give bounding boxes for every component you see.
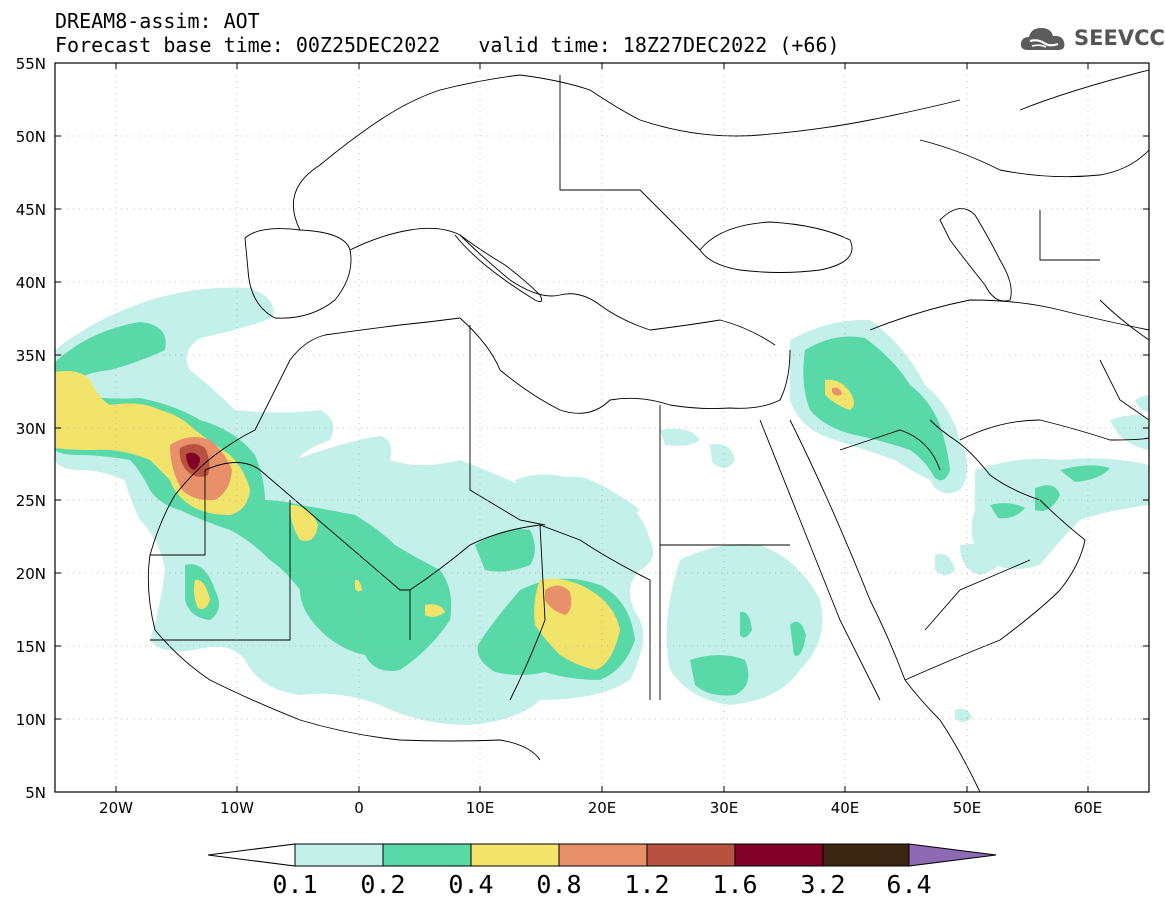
colorbar-under-arrow bbox=[207, 843, 296, 867]
colorbar-label: 1.6 bbox=[712, 870, 757, 899]
lon-label: 10W bbox=[220, 799, 254, 817]
colorbar-swatch bbox=[558, 843, 648, 867]
lat-label: 15N bbox=[16, 638, 46, 656]
lat-label: 30N bbox=[16, 420, 46, 438]
seevccc-logo: SEEVCCC bbox=[1018, 22, 1165, 56]
lat-label: 45N bbox=[16, 201, 46, 219]
colorbar-swatch bbox=[294, 843, 384, 867]
time-info: Forecast base time: 00Z25DEC2022 valid ti… bbox=[55, 34, 840, 56]
latitude-labels: 55N 50N 45N 40N 35N 30N 25N 20N 15N 10N … bbox=[16, 55, 46, 802]
longitude-labels: 20W 10W 0 10E 20E 30E 40E 50E 60E bbox=[99, 799, 1102, 817]
valid-time: valid time: 18Z27DEC2022 (+66) bbox=[478, 33, 840, 57]
lon-label: 20W bbox=[99, 799, 133, 817]
lon-label: 40E bbox=[831, 799, 860, 817]
colorbar-label: 0.8 bbox=[536, 870, 581, 899]
lon-label: 30E bbox=[710, 799, 739, 817]
colorbar-swatch bbox=[822, 843, 910, 867]
lat-label: 10N bbox=[16, 711, 46, 729]
colorbar-swatch bbox=[470, 843, 560, 867]
colorbar-label: 1.2 bbox=[624, 870, 669, 899]
lat-label: 40N bbox=[16, 274, 46, 292]
colorbar-swatch bbox=[382, 843, 472, 867]
colorbar-label: 6.4 bbox=[886, 870, 931, 899]
colorbar-label: 0.2 bbox=[360, 870, 405, 899]
lat-label: 5N bbox=[25, 784, 46, 802]
product-title: DREAM8-assim: AOT bbox=[55, 9, 260, 33]
lat-label: 55N bbox=[16, 55, 46, 73]
colorbar-label: 0.4 bbox=[448, 870, 493, 899]
lon-label: 0 bbox=[354, 799, 364, 817]
axis-ticks bbox=[55, 62, 1149, 792]
colorbar bbox=[207, 843, 997, 867]
lon-label: 60E bbox=[1074, 799, 1103, 817]
lon-label: 20E bbox=[588, 799, 617, 817]
colorbar-swatch bbox=[646, 843, 736, 867]
base-time: Forecast base time: 00Z25DEC2022 bbox=[55, 33, 441, 57]
lat-label: 25N bbox=[16, 492, 46, 510]
aot-contours bbox=[55, 63, 1149, 792]
colorbar-swatch bbox=[734, 843, 824, 867]
lat-label: 20N bbox=[16, 565, 46, 583]
colorbar-label: 0.1 bbox=[272, 870, 317, 899]
colorbar-labels: 0.1 0.2 0.4 0.8 1.2 1.6 3.2 6.4 bbox=[272, 870, 931, 899]
logo-text: SEEVCCC bbox=[1074, 26, 1165, 50]
lat-label: 50N bbox=[16, 128, 46, 146]
cloud-icon bbox=[1020, 28, 1065, 50]
colorbar-over-arrow bbox=[908, 843, 997, 867]
lon-label: 10E bbox=[466, 799, 495, 817]
colorbar-label: 3.2 bbox=[800, 870, 845, 899]
lat-label: 35N bbox=[16, 347, 46, 365]
contour-1.6 bbox=[186, 452, 200, 470]
lon-label: 50E bbox=[953, 799, 982, 817]
graticule bbox=[55, 63, 1149, 792]
